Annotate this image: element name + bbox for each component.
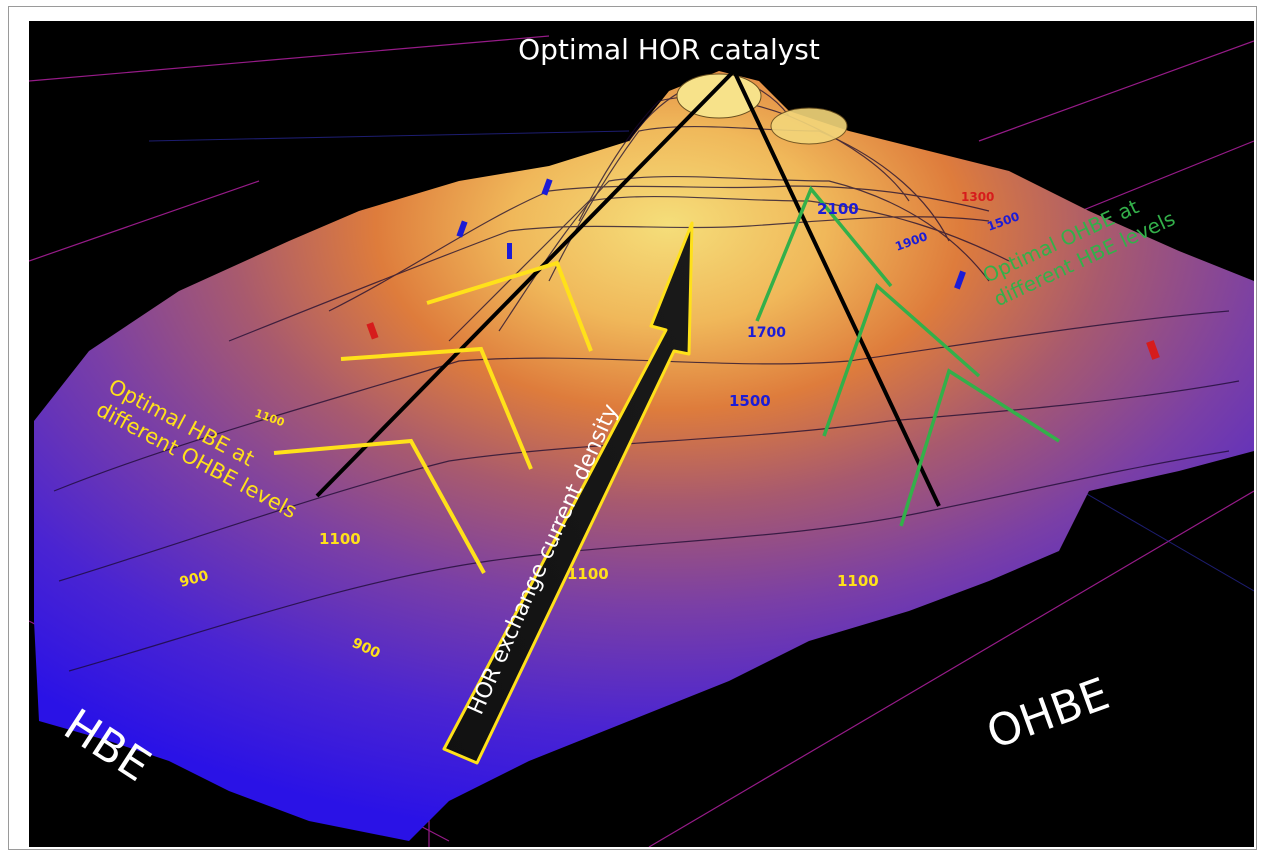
green-chevrons	[755, 185, 1060, 527]
contour-label-1100-left: 1100	[319, 530, 361, 548]
contour-markers	[366, 178, 1160, 360]
contour-label-1500: 1500	[729, 392, 771, 410]
figure-frame: 1100 900 1100 1100 900 1100 2100 1900 17…	[8, 6, 1257, 850]
optimal-ridge-lines	[315, 67, 941, 507]
surface-plot: 1100 900 1100 1100 900 1100 2100 1900 17…	[29, 21, 1254, 847]
peak-cap	[676, 73, 762, 119]
contour-label-2100: 2100	[817, 200, 859, 218]
contour-label-1300-red: 1300	[961, 190, 994, 204]
surface-plot-canvas: 1100 900 1100 1100 900 1100 2100 1900 17…	[29, 33, 1254, 847]
surface-base	[34, 71, 1254, 841]
contour-label-1100-center: 1100	[567, 565, 609, 583]
exchange-current-arrow	[442, 221, 694, 765]
title: Optimal HOR catalyst	[518, 33, 820, 66]
y-axis-label: OHBE	[980, 668, 1116, 759]
yellow-chevrons	[273, 260, 593, 574]
contour-label-1700: 1700	[747, 325, 786, 341]
contour-lines	[53, 75, 1240, 672]
contour-label-900-left: 900	[178, 568, 211, 591]
contour-label-1100-right: 1100	[837, 572, 879, 590]
